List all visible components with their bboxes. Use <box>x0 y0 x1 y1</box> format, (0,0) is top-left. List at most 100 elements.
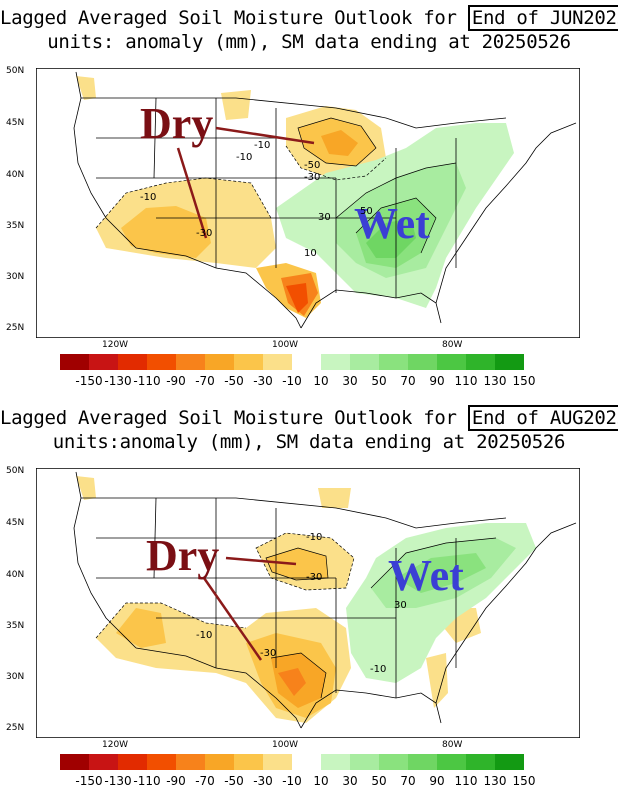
scale-swatch <box>495 354 524 370</box>
scale-label: -30 <box>253 774 273 788</box>
lat-label: 35N <box>6 221 25 231</box>
scale-label: -90 <box>166 374 186 388</box>
scale-swatch <box>292 354 321 370</box>
contour-label: -30 <box>304 172 321 183</box>
lon-label: 120W <box>102 340 129 350</box>
scale-label: -50 <box>224 374 244 388</box>
scale-label: -130 <box>104 374 132 388</box>
map-frame: 50N 45N 40N 35N 30N 25N 120W 100W 80W Dr… <box>6 66 580 350</box>
scale-label: 30 <box>342 374 358 388</box>
map-svg <box>36 68 580 338</box>
contour-label: -30 <box>260 648 277 659</box>
scale-swatch <box>205 754 234 770</box>
lat-label: 40N <box>6 570 25 580</box>
scale-label: 50 <box>371 374 387 388</box>
scale-swatch <box>89 754 118 770</box>
scale-swatch <box>350 354 379 370</box>
scale-label: 30 <box>342 774 358 788</box>
map-frame: 50N 45N 40N 35N 30N 25N 120W 100W 80W Dr… <box>6 466 580 750</box>
scale-label: 10 <box>313 774 329 788</box>
contour-label: -10 <box>196 630 213 641</box>
title-date-box: End of AUG2025 <box>467 405 618 431</box>
dry-label: Dry <box>140 99 214 148</box>
scale-swatch <box>292 754 321 770</box>
scale-label: -150 <box>75 774 103 788</box>
scale-swatch <box>379 754 408 770</box>
scale-swatch <box>60 354 89 370</box>
lat-label: 35N <box>6 621 25 631</box>
contour-label: -10 <box>236 152 253 163</box>
panel-subtitle: units: anomaly (mm), SM data ending at 2… <box>47 31 571 53</box>
scale-label: 110 <box>454 374 478 388</box>
lat-label: 50N <box>6 66 25 76</box>
scale-swatch <box>234 354 263 370</box>
scale-label: 130 <box>483 774 507 788</box>
scale-label: -10 <box>282 374 302 388</box>
scale-label: 90 <box>429 374 445 388</box>
wet-label: Wet <box>354 199 430 248</box>
scale-label: 50 <box>371 774 387 788</box>
contour-label: 30 <box>394 600 407 611</box>
panel-subtitle: units:anomaly (mm), SM data ending at 20… <box>52 431 566 453</box>
scale-swatch <box>466 754 495 770</box>
panel-title: Lagged Averaged Soil Moisture Outlook fo… <box>0 405 618 431</box>
lat-label: 40N <box>6 170 25 180</box>
scale-swatch <box>321 354 350 370</box>
wet-label: Wet <box>388 551 464 600</box>
map-svg <box>36 468 580 738</box>
scale-swatch <box>495 754 524 770</box>
scale-label: -110 <box>133 374 161 388</box>
contour-label: -10 <box>370 664 387 675</box>
contour-label: -10 <box>254 140 271 151</box>
scale-swatch <box>205 354 234 370</box>
scale-swatch <box>263 754 292 770</box>
scale-swatch <box>147 354 176 370</box>
scale-label: -30 <box>253 374 273 388</box>
title-date-box: End of JUN2025 <box>467 5 618 31</box>
scale-swatch <box>437 354 466 370</box>
contour-label: -10 <box>140 192 157 203</box>
dry-label: Dry <box>146 531 220 580</box>
scale-label: 90 <box>429 774 445 788</box>
scale-swatch <box>118 754 147 770</box>
panel-title: Lagged Averaged Soil Moisture Outlook fo… <box>0 5 618 31</box>
scale-label: 150 <box>512 774 536 788</box>
scale-swatch <box>60 754 89 770</box>
scale-label: -110 <box>133 774 161 788</box>
scale-swatch <box>466 354 495 370</box>
scale-label: -50 <box>224 774 244 788</box>
scale-label: -90 <box>166 774 186 788</box>
contour-label: 30 <box>318 212 331 223</box>
lon-label: 120W <box>102 740 129 750</box>
scale-swatch <box>408 754 437 770</box>
lat-label: 25N <box>6 323 25 333</box>
lat-label: 30N <box>6 272 25 282</box>
scale-label: 110 <box>454 774 478 788</box>
lat-label: 50N <box>6 466 25 476</box>
scale-label: -130 <box>104 774 132 788</box>
scale-label: 150 <box>512 374 536 388</box>
scale-swatch <box>89 354 118 370</box>
outlook-panel-jun: Lagged Averaged Soil Moisture Outlook fo… <box>0 5 618 388</box>
scale-swatch <box>263 354 292 370</box>
contour-label: 50 <box>360 206 373 217</box>
lat-label: 45N <box>6 518 25 528</box>
contour-label: -50 <box>304 160 321 171</box>
scale-swatch <box>408 354 437 370</box>
scale-swatch <box>321 754 350 770</box>
lon-label: 80W <box>442 740 463 750</box>
contour-label: -10 <box>306 532 323 543</box>
contour-label: -30 <box>196 228 213 239</box>
contour-label: 10 <box>304 248 317 259</box>
scale-label: 130 <box>483 374 507 388</box>
scale-swatch <box>234 754 263 770</box>
scale-label: -70 <box>195 374 215 388</box>
scale-swatch <box>437 754 466 770</box>
scale-label: 10 <box>313 374 329 388</box>
scale-label: 70 <box>400 774 416 788</box>
scale-label: 70 <box>400 374 416 388</box>
lat-label: 25N <box>6 723 25 733</box>
scale-label: -150 <box>75 374 103 388</box>
scale-swatch <box>379 354 408 370</box>
contour-label: -30 <box>306 572 323 583</box>
